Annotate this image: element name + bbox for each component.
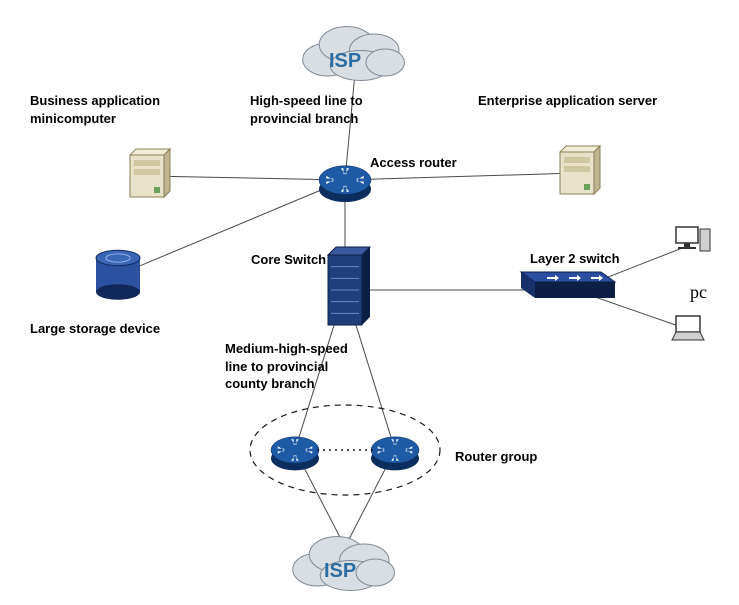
layer2-switch-label: Layer 2 switch: [530, 250, 620, 268]
router-group-right-icon: [371, 437, 419, 471]
access-router-icon: [319, 166, 371, 202]
medium-high-speed-line-label: Medium-high-speed line to provincial cou…: [225, 340, 348, 393]
business-minicomputer-icon: [130, 149, 170, 197]
pc-label: pc: [690, 280, 707, 304]
access-router-label: Access router: [370, 154, 457, 172]
business-app-minicomputer-label: Business application minicomputer: [30, 92, 160, 127]
enterprise-app-server-icon: [560, 146, 600, 194]
diagram-canvas: [0, 0, 739, 605]
layer2-switch-icon: [521, 272, 615, 298]
pc-icon: [676, 227, 710, 251]
high-speed-line-label: High-speed line to provincial branch: [250, 92, 363, 127]
router-group-left-icon: [271, 437, 319, 471]
isp-top-label: ISP: [329, 48, 361, 75]
large-storage-icon: [96, 250, 140, 299]
router-group-label: Router group: [455, 448, 537, 466]
laptop-icon: [672, 316, 704, 340]
isp-bottom-label: ISP: [324, 558, 356, 585]
large-storage-device-label: Large storage device: [30, 320, 160, 338]
enterprise-app-server-label: Enterprise application server: [478, 92, 657, 110]
core-switch-label: Core Switch: [251, 251, 326, 269]
core-switch-icon: [328, 247, 370, 325]
